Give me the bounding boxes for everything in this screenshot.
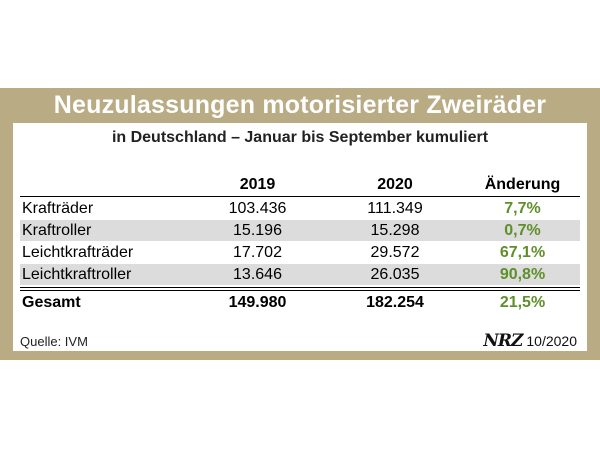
row-label: Kraftroller — [22, 221, 92, 239]
row-change: 90,8% — [499, 265, 546, 283]
total-label: Gesamt — [22, 293, 81, 311]
table-row: Leichtkrafträder 17.702 29.572 67,1% — [20, 242, 580, 263]
total-value-2019: 149.980 — [228, 293, 287, 311]
chart-title: Neuzulassungen motorisierter Zweiräder — [53, 91, 547, 119]
table-row: Leichtkraftroller 13.646 26.035 90,8% — [20, 264, 580, 285]
total-row: Gesamt 149.980 182.254 21,5% — [20, 292, 580, 313]
brand-block: NRZ 10/2020 — [483, 331, 577, 351]
row-value-2020: 26.035 — [370, 265, 420, 283]
total-change: 21,5% — [499, 293, 546, 311]
row-label: Krafträder — [22, 199, 94, 217]
row-change: 0,7% — [504, 221, 541, 239]
source-note: Quelle: IVM — [20, 334, 88, 349]
table-panel: in Deutschland – Januar bis September ku… — [13, 123, 587, 351]
total-value-2020: 182.254 — [366, 293, 424, 311]
table-header: 2019 2020 Änderung — [20, 174, 580, 195]
publish-date: 10/2020 — [526, 333, 577, 349]
header-rule — [20, 196, 580, 197]
chart-subtitle: in Deutschland – Januar bis September ku… — [111, 129, 489, 146]
row-change: 67,1% — [499, 243, 546, 261]
header-2020: 2020 — [377, 175, 413, 193]
row-value-2019: 15.196 — [233, 221, 282, 239]
total-rule — [20, 287, 580, 291]
row-change: 7,7% — [504, 199, 541, 217]
row-label: Leichtkrafträder — [22, 243, 134, 261]
header-change: Änderung — [484, 175, 561, 193]
row-value-2020: 15.298 — [370, 221, 420, 239]
table-row: Kraftroller 15.196 15.298 0,7% — [20, 220, 580, 241]
table-row: Krafträder 103.436 111.349 7,7% — [20, 198, 580, 219]
nrz-logo: NRZ — [483, 331, 523, 351]
header-2019: 2019 — [239, 175, 276, 193]
row-value-2020: 111.349 — [367, 199, 423, 217]
row-value-2019: 17.702 — [233, 243, 282, 261]
row-value-2019: 103.436 — [228, 199, 287, 217]
row-value-2019: 13.646 — [233, 265, 282, 283]
row-value-2020: 29.572 — [370, 243, 420, 261]
title-bar: Neuzulassungen motorisierter Zweiräder — [0, 88, 600, 123]
row-label: Leichtkraftroller — [22, 265, 132, 283]
chart-frame: Neuzulassungen motorisierter Zweiräder i… — [0, 88, 600, 360]
